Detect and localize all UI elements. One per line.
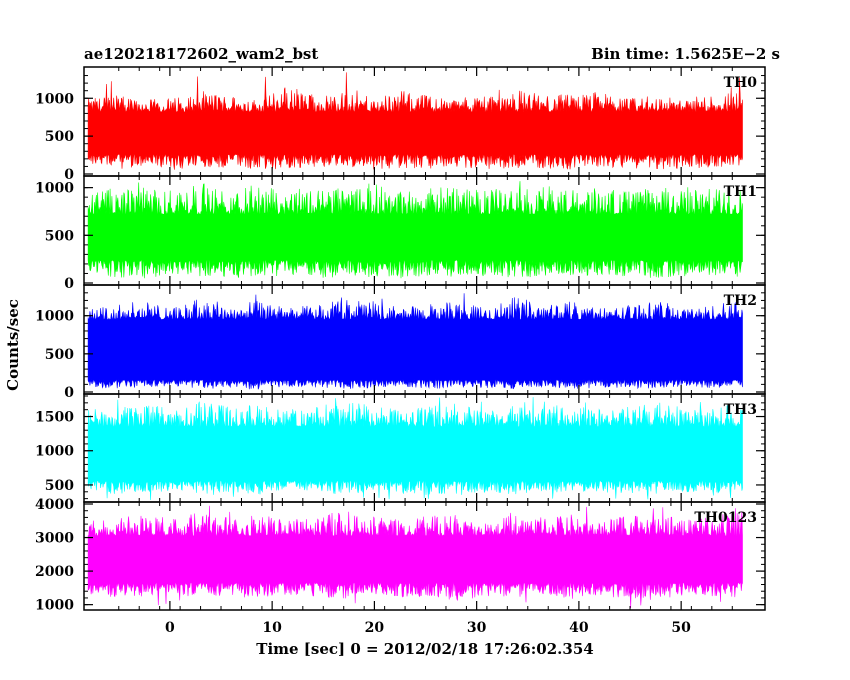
x-tick-label: 10	[262, 620, 282, 636]
x-tick-label: 40	[569, 620, 589, 636]
y-tick-label: 4000	[35, 497, 74, 513]
panel-th0123: 1000 2000 3000 4000 TH0123	[35, 497, 766, 614]
y-tick-label: 1500	[35, 410, 74, 426]
y-tick-label: 0	[64, 385, 74, 401]
panel-label-th0: TH0	[724, 75, 758, 91]
x-axis-label: Time [sec] 0 = 2012/02/18 17:26:02.354	[256, 640, 593, 658]
x-tick-label: 30	[467, 620, 487, 636]
y-tick-label: 2000	[35, 564, 74, 580]
y-axis-label: Counts/sec	[4, 299, 22, 391]
series-th2-trace	[87, 293, 743, 390]
panel-th3: 500 1000 1500 TH3	[35, 393, 766, 503]
y-tick-label: 0	[64, 276, 74, 292]
panel-label-th0123: TH0123	[694, 510, 757, 526]
y-tick-label: 500	[45, 228, 74, 244]
chart-title: ae120218172602_wam2_bst	[84, 45, 318, 63]
y-tick-label: 500	[45, 347, 74, 363]
y-tick-label: 1000	[35, 91, 74, 107]
panel-label-th1: TH1	[724, 184, 757, 200]
bin-time-label: Bin time: 1.5625E−2 s	[591, 45, 780, 63]
y-tick-label: 1000	[35, 444, 74, 460]
x-tick-label: 50	[671, 620, 691, 636]
series-th1-trace	[87, 181, 743, 279]
panel-th1: 0 500 1000 TH1	[35, 175, 766, 292]
y-tick-label: 1000	[35, 309, 74, 325]
panel-frame	[83, 501, 766, 611]
series-th3-trace	[87, 397, 743, 501]
panel-label-th2: TH2	[724, 293, 757, 309]
x-tick-label: 20	[365, 620, 385, 636]
series-th0-trace	[87, 72, 743, 170]
panel-th2: 0 500 1000 TH2	[35, 284, 766, 401]
panel-label-th3: TH3	[724, 402, 757, 418]
x-tick-label: 0	[165, 620, 175, 636]
y-tick-label: 3000	[35, 531, 74, 547]
y-tick-label: 1000	[35, 598, 74, 614]
y-tick-label: 0	[64, 167, 74, 183]
y-tick-label: 500	[45, 478, 74, 494]
panel-th0: 0 500 1000 TH0	[35, 66, 766, 183]
series-th0123-trace	[87, 505, 743, 609]
y-tick-label: 1000	[35, 181, 74, 197]
y-tick-label: 500	[45, 129, 74, 145]
